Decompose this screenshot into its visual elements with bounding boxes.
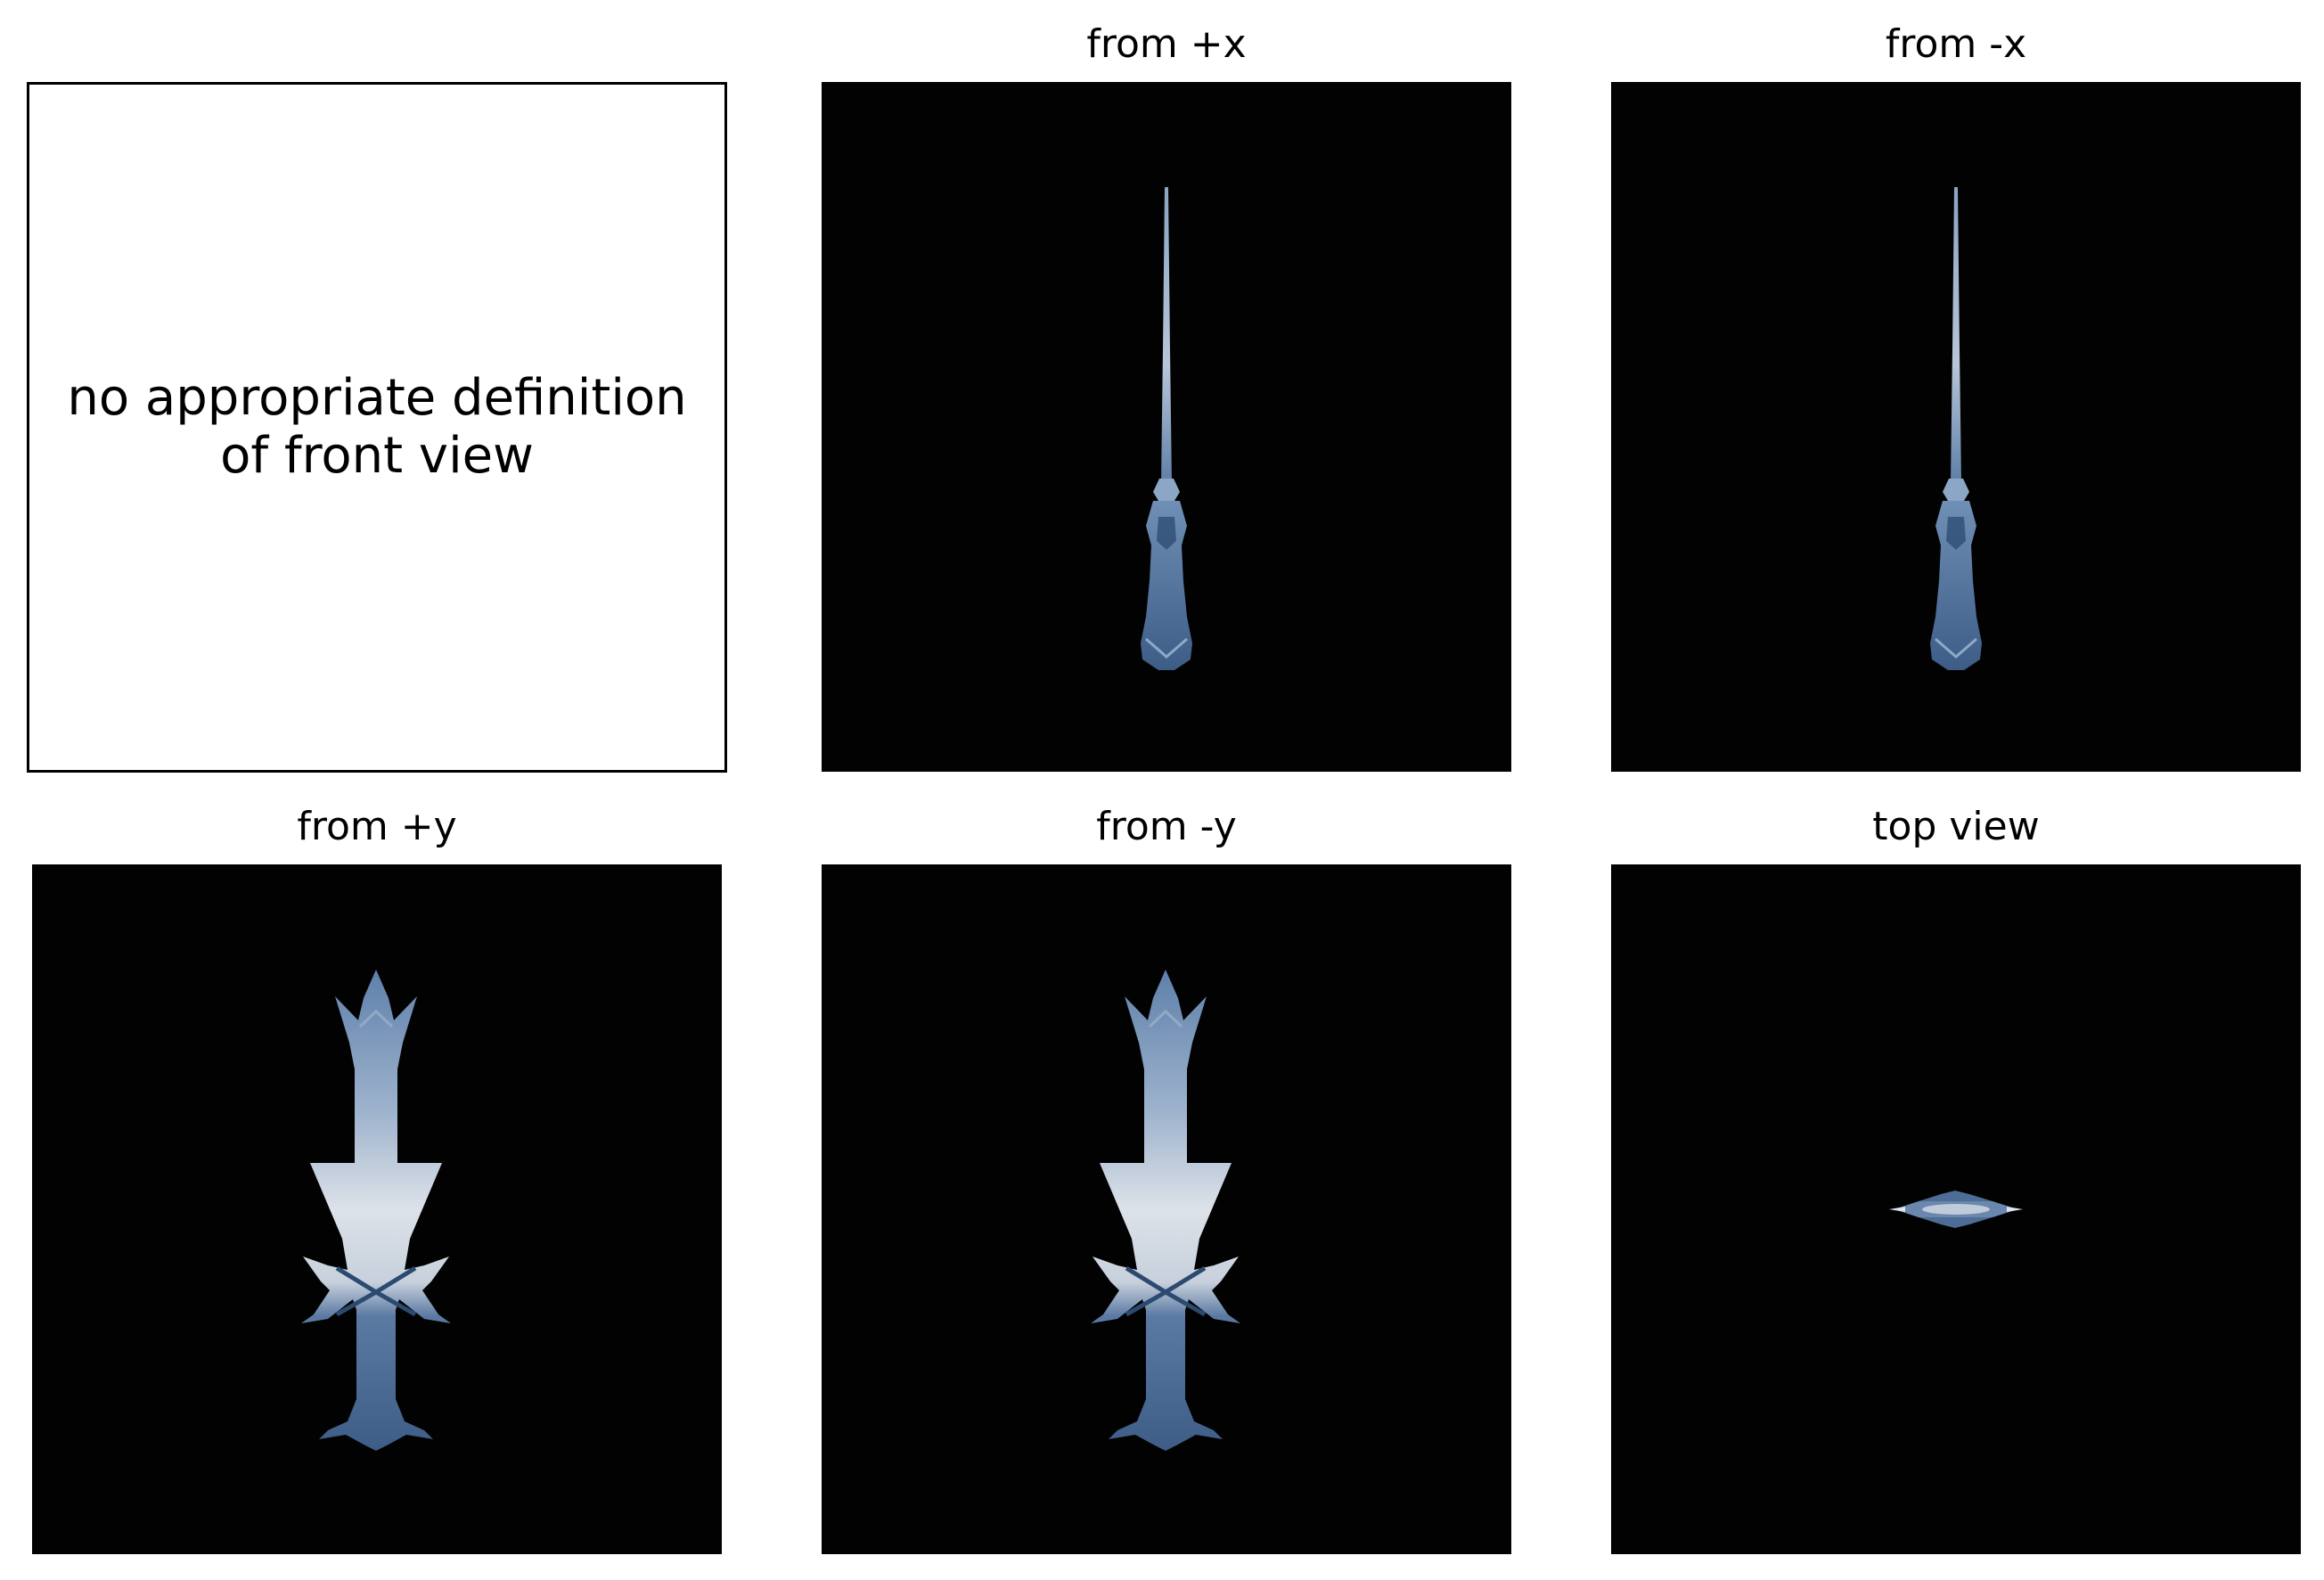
panel-title-plus-x: from +x [1086,21,1247,67]
panel-title-minus-y: from -y [1096,804,1237,849]
front-object-image [301,970,451,1451]
view-plus-x-panel [822,82,1511,772]
view-top-panel [1611,864,2301,1554]
front-view-panel: no appropriate definition of front view [27,82,727,773]
side-view-object-image [1930,187,1982,670]
front-view-message: no appropriate definition of front view [67,368,687,485]
panel-title-top-view: top view [1872,804,2040,849]
view-minus-y-panel [822,864,1511,1554]
view-plus-y-panel [32,864,722,1554]
top-object-image [1889,1191,2023,1228]
back-object-image [1091,970,1240,1451]
side-view-object-image [1141,187,1192,670]
panel-title-minus-x: from -x [1885,21,2027,67]
view-minus-x-panel [1611,82,2301,772]
panel-title-plus-y: from +y [297,804,457,849]
